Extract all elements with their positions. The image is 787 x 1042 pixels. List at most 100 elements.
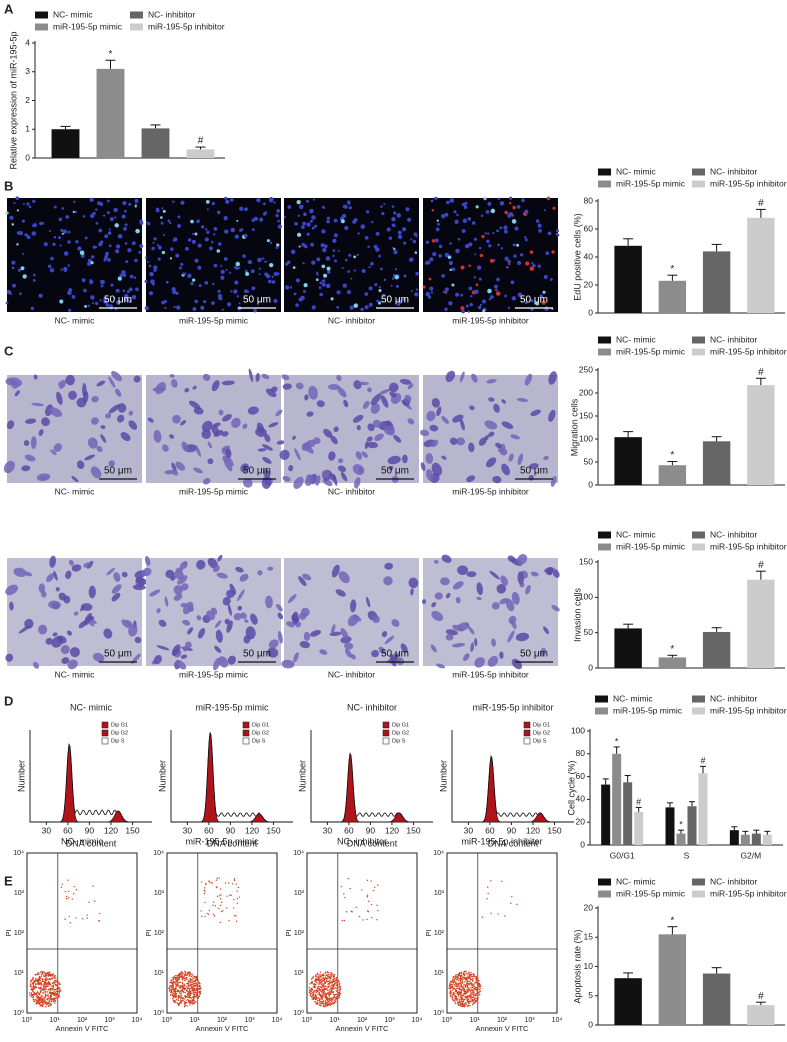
event-dot xyxy=(333,994,334,995)
x-tick-label: 10⁴ xyxy=(272,1017,283,1024)
event-dot xyxy=(478,985,479,986)
cell-nucleus xyxy=(395,268,397,270)
event-dot xyxy=(54,994,55,995)
event-dot xyxy=(43,971,44,972)
event-dot xyxy=(326,996,327,997)
legend-swatch xyxy=(383,738,389,744)
event-dot xyxy=(47,1001,48,1002)
cell-nucleus xyxy=(33,279,36,282)
legend-swatch xyxy=(598,544,611,551)
event-dot xyxy=(181,998,182,999)
event-dot xyxy=(317,990,318,991)
event-dot xyxy=(175,1002,176,1003)
plot-frame xyxy=(307,853,417,1013)
bar xyxy=(187,149,215,158)
dot-plot-title: miR-195-5p mimic xyxy=(185,836,259,846)
cell-nucleus xyxy=(218,242,222,246)
legend-swatch xyxy=(35,12,48,19)
significance-mark: * xyxy=(670,644,674,655)
event-dot xyxy=(473,999,474,1000)
event-dot xyxy=(454,993,455,994)
event-dot xyxy=(180,991,181,992)
cell-nucleus xyxy=(302,262,304,264)
event-dot xyxy=(55,996,56,997)
cell-nucleus xyxy=(7,290,11,294)
event-dot xyxy=(175,975,176,976)
event-dot xyxy=(469,1005,470,1006)
cell-nucleus xyxy=(530,266,535,271)
event-dot xyxy=(192,989,193,990)
cell-nucleus xyxy=(12,267,15,270)
event-dot xyxy=(366,919,367,920)
event-dot xyxy=(195,981,196,982)
x-tick-label: 10⁰ xyxy=(162,1016,173,1024)
cell-nucleus xyxy=(161,207,163,209)
event-dot xyxy=(187,983,188,984)
cell-nucleus xyxy=(224,197,227,200)
event-dot xyxy=(455,1003,456,1004)
event-dot xyxy=(183,991,184,992)
event-dot xyxy=(239,896,240,897)
cell-nucleus xyxy=(556,234,559,237)
cell-nucleus xyxy=(449,261,453,265)
cell-nucleus xyxy=(365,236,369,240)
cell-nucleus xyxy=(19,292,22,295)
cell-nucleus xyxy=(101,285,104,288)
cell-nucleus xyxy=(93,245,96,248)
event-dot xyxy=(193,983,194,984)
cell-nucleus xyxy=(115,223,119,227)
cell-nucleus xyxy=(259,218,263,222)
event-dot xyxy=(324,983,325,984)
axis-line xyxy=(452,730,574,822)
event-dot xyxy=(466,983,467,984)
event-dot xyxy=(173,976,174,977)
y-axis-label: Number xyxy=(157,760,167,792)
event-dot xyxy=(195,1001,196,1002)
x-tick-label: 150 xyxy=(406,825,420,835)
cell-nucleus xyxy=(150,279,155,284)
cell-nucleus xyxy=(494,285,498,289)
cell-nucleus xyxy=(463,219,467,223)
bar xyxy=(614,246,641,313)
event-dot xyxy=(466,985,467,986)
event-dot xyxy=(86,917,87,918)
event-dot xyxy=(42,992,43,993)
event-dot xyxy=(49,978,50,979)
significance-mark: * xyxy=(670,450,674,461)
x-tick-label: 60 xyxy=(485,825,495,835)
event-dot xyxy=(216,879,217,880)
cell-nucleus xyxy=(263,212,266,215)
cell-nucleus xyxy=(370,262,374,266)
event-dot xyxy=(171,982,172,983)
event-dot xyxy=(45,975,46,976)
bar xyxy=(623,782,632,845)
cell-nucleus xyxy=(32,231,37,236)
cell-nucleus xyxy=(118,277,122,281)
cell-nucleus xyxy=(389,236,393,240)
legend-swatch xyxy=(243,738,249,744)
event-dot xyxy=(313,999,314,1000)
cell-nucleus xyxy=(414,232,418,236)
cell-nucleus xyxy=(476,205,479,208)
y-tick-label: 4 xyxy=(25,37,30,47)
legend-swatch xyxy=(598,349,611,356)
cell-nucleus xyxy=(222,309,224,311)
event-dot xyxy=(216,886,217,887)
cell-nucleus xyxy=(54,236,57,239)
cell-nucleus xyxy=(457,238,460,241)
event-dot xyxy=(460,984,461,985)
micrograph: 50 μm xyxy=(141,554,284,671)
event-dot xyxy=(467,978,468,979)
cell-nucleus xyxy=(431,200,434,203)
histogram-outline xyxy=(171,733,293,822)
event-dot xyxy=(458,995,459,996)
event-dot xyxy=(321,995,322,996)
cell-nucleus xyxy=(170,257,172,259)
legend-label: NC- mimic xyxy=(616,876,656,886)
panel-label: A xyxy=(4,1,14,16)
cell-nucleus xyxy=(218,290,221,293)
x-tick-label: 10² xyxy=(357,1017,368,1024)
cell-nucleus xyxy=(299,245,301,247)
event-dot xyxy=(235,915,236,916)
event-dot xyxy=(480,988,481,989)
